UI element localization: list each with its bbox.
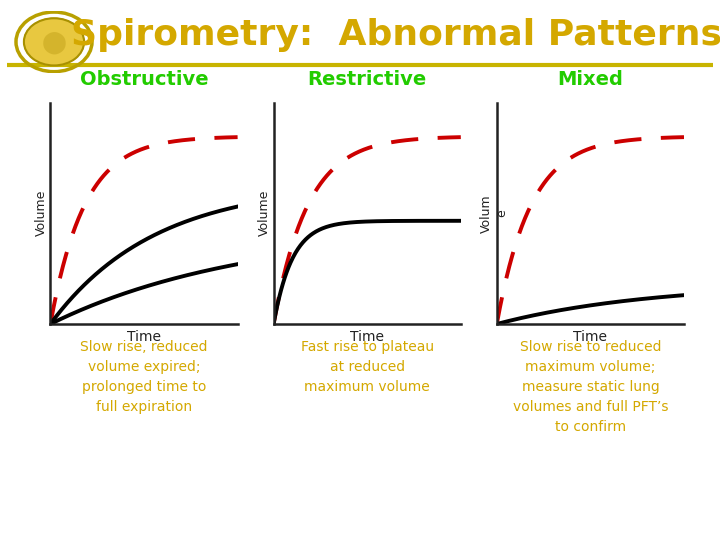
Text: Spirometry:  Abnormal Patterns: Spirometry: Abnormal Patterns bbox=[71, 18, 720, 52]
Text: Obstructive: Obstructive bbox=[80, 70, 208, 89]
Circle shape bbox=[24, 18, 84, 65]
Text: Fast rise to plateau
at reduced
maximum volume: Fast rise to plateau at reduced maximum … bbox=[301, 340, 433, 394]
Text: ⬤: ⬤ bbox=[42, 32, 66, 55]
Text: Slow rise, reduced
volume expired;
prolonged time to
full expiration: Slow rise, reduced volume expired; prolo… bbox=[80, 340, 208, 414]
Text: Slow rise to reduced
maximum volume;
measure static lung
volumes and full PFT’s
: Slow rise to reduced maximum volume; mea… bbox=[513, 340, 668, 434]
X-axis label: Time: Time bbox=[573, 329, 608, 343]
X-axis label: Time: Time bbox=[127, 329, 161, 343]
Y-axis label: Volume: Volume bbox=[35, 190, 48, 237]
Y-axis label: Volume: Volume bbox=[258, 190, 271, 237]
Y-axis label: Volum
e: Volum e bbox=[480, 194, 508, 233]
Text: Mixed: Mixed bbox=[557, 70, 624, 89]
Text: Restrictive: Restrictive bbox=[307, 70, 427, 89]
X-axis label: Time: Time bbox=[350, 329, 384, 343]
